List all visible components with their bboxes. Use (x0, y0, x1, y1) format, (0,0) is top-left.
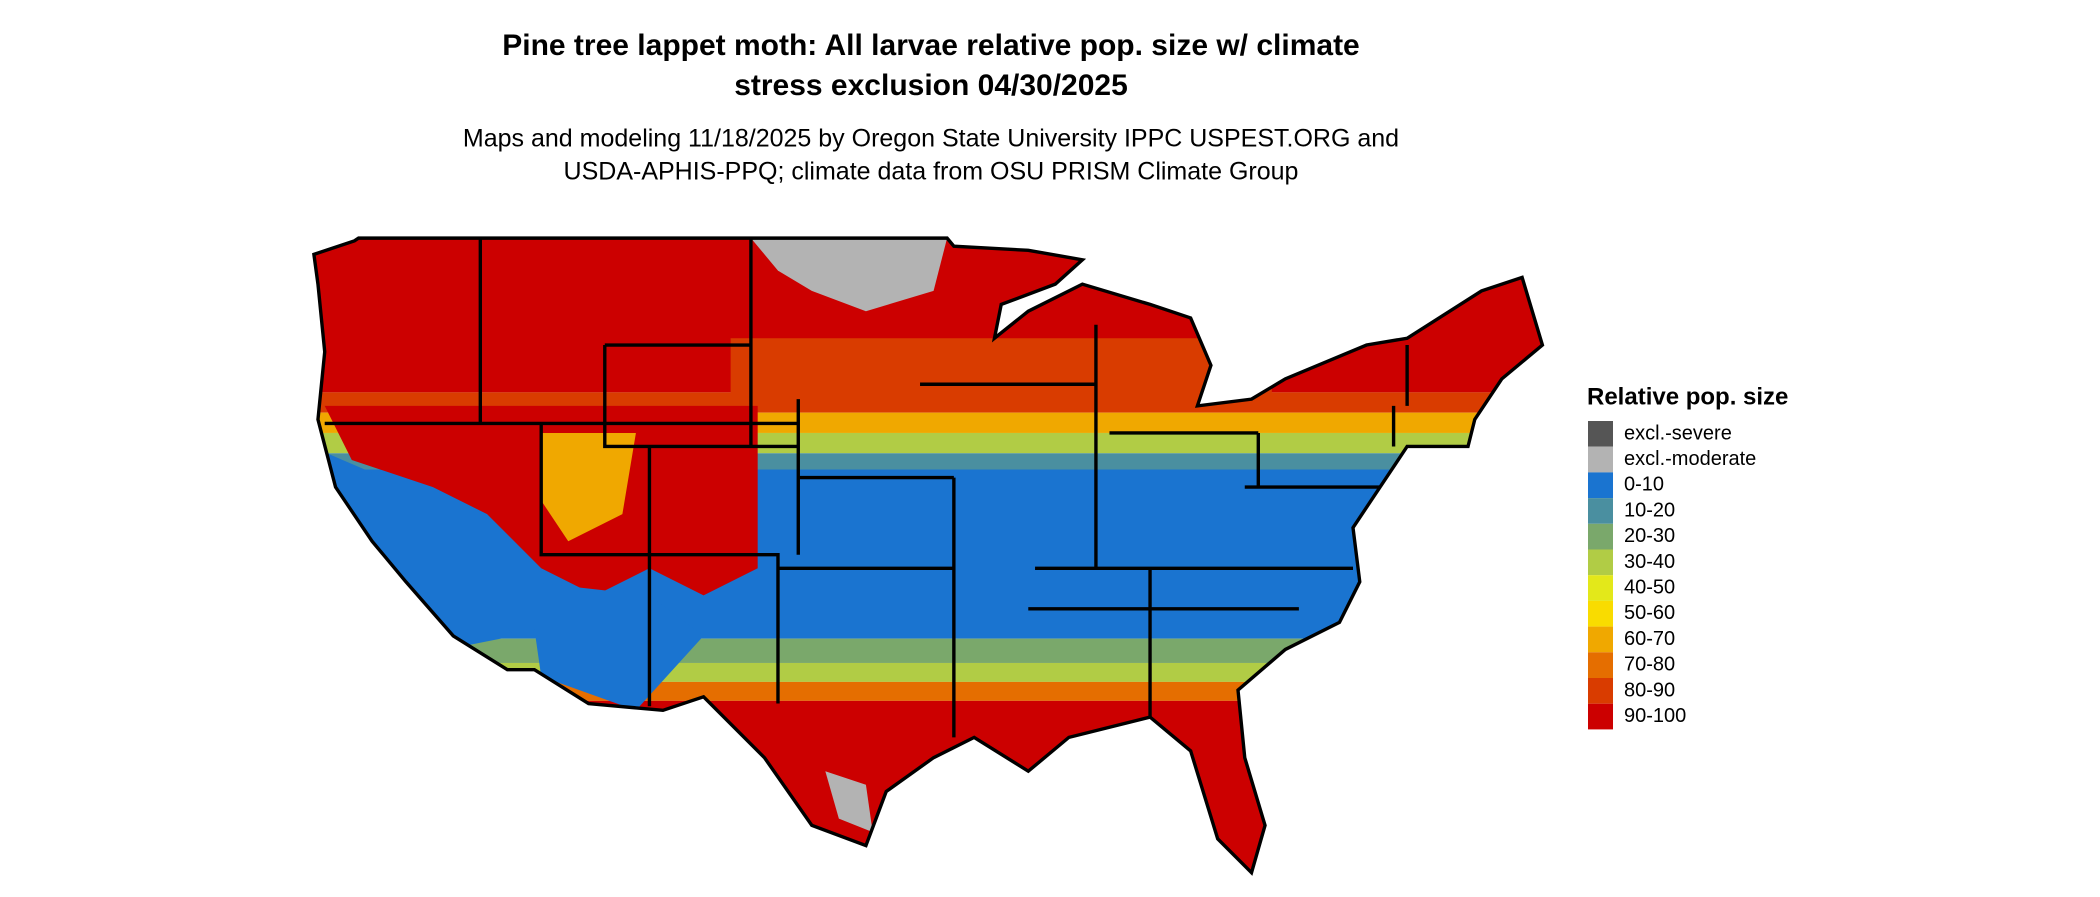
map-zone (313, 700, 1543, 873)
legend-label: excl.-severe (1624, 422, 1732, 444)
map-zone (313, 662, 1543, 682)
legend-swatch (1588, 652, 1613, 678)
map-zone (527, 581, 704, 711)
map (312, 236, 1545, 876)
legend-label: 30-40 (1624, 551, 1675, 573)
map-zone (313, 446, 515, 650)
legend-label: 20-30 (1624, 525, 1675, 547)
map-zone (541, 432, 636, 542)
title-line: stress exclusion 04/30/2025 (734, 69, 1128, 102)
legend-swatch (1588, 678, 1613, 704)
legend-label: 60-70 (1624, 628, 1675, 650)
title-line: Pine tree lappet moth: All larvae relati… (502, 29, 1360, 62)
legend-swatch (1588, 549, 1613, 576)
legend: excl.-severe excl.-moderate 0-10 10-20 20-30… (1588, 421, 1756, 730)
map-zone (750, 238, 948, 312)
legend-swatch (1588, 703, 1613, 730)
legend-label: 50-60 (1624, 602, 1675, 624)
legend-label: 70-80 (1624, 654, 1675, 676)
legend-label: excl.-moderate (1624, 448, 1756, 470)
legend-label: 40-50 (1624, 576, 1675, 598)
legend-label: 90-100 (1624, 705, 1686, 727)
map-fill (313, 238, 1543, 873)
state-borders (312, 236, 1545, 876)
legend-label: 10-20 (1624, 499, 1675, 521)
legend-swatch (1588, 626, 1613, 653)
legend-swatch (1588, 472, 1613, 499)
legend-label: 80-90 (1624, 679, 1675, 701)
map-zone (825, 771, 873, 833)
legend-swatch (1588, 523, 1613, 550)
subtitle-line: Maps and modeling 11/18/2025 by Oregon S… (463, 125, 1399, 153)
map-zone (313, 681, 1543, 701)
legend-label: 0-10 (1624, 474, 1664, 496)
legend-swatch (1588, 600, 1613, 627)
legend-swatch (1588, 498, 1613, 524)
legend-title: Relative pop. size (1587, 383, 1788, 410)
subtitle-line: USDA-APHIS-PPQ; climate data from OSU PR… (564, 158, 1299, 186)
legend-swatch (1588, 575, 1613, 601)
map-zone (730, 338, 1272, 400)
legend-swatch (1588, 446, 1613, 473)
legend-swatch (1588, 421, 1613, 447)
